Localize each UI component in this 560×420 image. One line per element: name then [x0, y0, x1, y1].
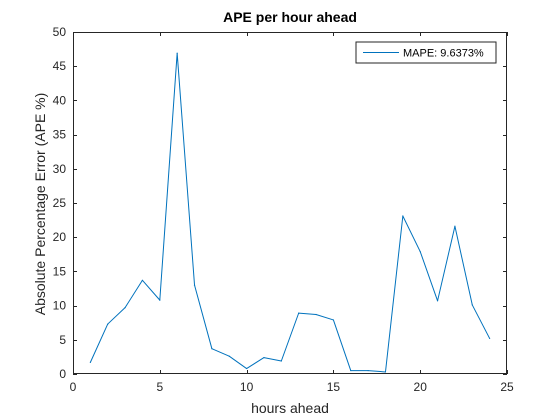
data-point — [246, 367, 248, 370]
y-tick-label: 20 — [53, 230, 67, 244]
x-tick-label: 0 — [70, 380, 77, 394]
y-axis-label: Absolute Percentage Error (APE %) — [32, 93, 48, 316]
series-line-0 — [89, 52, 491, 373]
data-point — [436, 300, 439, 302]
data-point — [176, 52, 178, 54]
legend: MAPE: 9.6373% — [355, 41, 497, 64]
data-point — [298, 312, 300, 314]
data-point — [107, 323, 109, 325]
legend-label: MAPE: 9.6373% — [403, 48, 484, 60]
data-point — [471, 304, 473, 306]
y-tick-label: 35 — [53, 128, 67, 142]
y-tick-label: 10 — [53, 299, 67, 313]
series-group — [89, 52, 491, 373]
y-tick-label: 15 — [53, 264, 67, 278]
data-point — [159, 299, 161, 301]
y-tick-label: 40 — [53, 93, 67, 107]
y-tick-label: 50 — [53, 25, 67, 39]
y-tick-label: 45 — [53, 59, 67, 73]
data-point — [384, 371, 387, 373]
data-point — [211, 348, 213, 350]
x-tick-label: 20 — [414, 380, 428, 394]
x-axis-label: hours ahead — [251, 400, 329, 416]
data-point — [350, 369, 352, 372]
data-point — [124, 307, 126, 309]
data-point — [489, 337, 491, 340]
data-point — [367, 369, 369, 372]
data-point — [141, 279, 144, 281]
chart-title: APE per hour ahead — [223, 9, 357, 25]
data-point — [332, 319, 334, 321]
axes-box — [73, 32, 507, 374]
data-point — [89, 361, 91, 363]
y-tick-label: 30 — [53, 162, 67, 176]
y-tick-label: 0 — [59, 367, 66, 381]
data-point — [193, 284, 196, 286]
x-tick-label: 5 — [156, 380, 163, 394]
legend-box — [355, 41, 497, 64]
x-tick-label: 25 — [500, 380, 514, 394]
ticks-group: 0 5 10 15 20 25 0 5 10 15 20 25 30 35 40 45 50 — [53, 25, 514, 394]
x-tick-label: 10 — [240, 380, 254, 394]
y-tick-label: 5 — [59, 333, 66, 347]
y-tick-label: 25 — [53, 196, 67, 210]
data-point — [263, 356, 265, 359]
x-tick-label: 15 — [327, 380, 341, 394]
data-point — [228, 355, 230, 357]
axes-background — [73, 32, 507, 374]
data-point — [402, 215, 404, 217]
data-point — [454, 225, 456, 227]
data-point — [419, 250, 421, 253]
data-point — [280, 360, 282, 362]
data-point — [315, 313, 317, 316]
